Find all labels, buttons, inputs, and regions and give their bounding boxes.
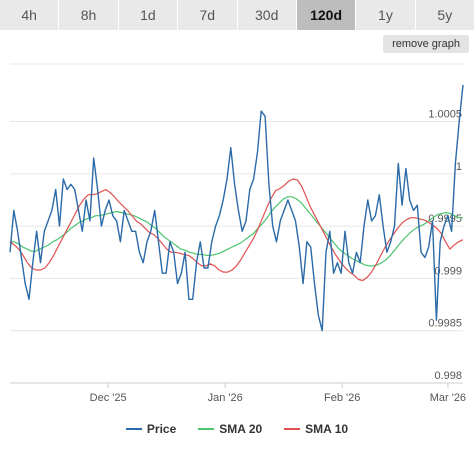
series-layer [9, 84, 464, 332]
timeframe-tabs: 4h 8h 1d 7d 30d 120d 1y 5y [0, 0, 474, 30]
legend-label-sma20: SMA 20 [219, 422, 263, 436]
y-tick-label: 1.0005 [428, 109, 462, 121]
legend-item-sma20[interactable]: SMA 20 [198, 420, 262, 438]
y-tick-label: 0.998 [434, 370, 462, 382]
series-line-price [9, 84, 464, 332]
legend-line-sma10-icon [284, 428, 301, 430]
legend-label-sma10: SMA 10 [305, 422, 349, 436]
tab-30d[interactable]: 30d [237, 0, 297, 30]
legend: Price SMA 20 SMA 10 [0, 420, 474, 438]
legend-item-sma10[interactable]: SMA 10 [284, 420, 348, 438]
price-chart: 0.998 0.9985 0.999 0.9995 1 1.0005 Dec '25 Jan… [9, 63, 466, 404]
legend-line-sma20-icon [198, 428, 215, 430]
series-line-sma20 [10, 196, 463, 267]
tab-1d[interactable]: 1d [118, 0, 179, 30]
y-tick-label: 0.9995 [428, 213, 462, 225]
tab-4h[interactable]: 4h [0, 0, 60, 30]
y-tick-label: 0.999 [434, 265, 462, 277]
tab-7d[interactable]: 7d [178, 0, 238, 30]
legend-line-price-icon [125, 428, 142, 430]
x-tick-label: Feb '26 [324, 392, 360, 404]
legend-item-price[interactable]: Price [125, 420, 177, 438]
y-tick-label: 0.9985 [428, 318, 462, 330]
tab-120d[interactable]: 120d [296, 0, 357, 30]
y-tick-label: 1 [456, 161, 462, 173]
series-line-sma10 [9, 178, 464, 282]
x-tick-label: Jan '26 [208, 392, 243, 404]
x-tick-label: Mar '26 [430, 392, 466, 404]
remove-graph-button[interactable]: remove graph [383, 35, 469, 53]
tab-1y[interactable]: 1y [356, 0, 416, 30]
tab-5y[interactable]: 5y [415, 0, 474, 30]
x-axis: Dec '25 Jan '26 Feb '26 Mar '26 [10, 382, 466, 404]
tab-8h[interactable]: 8h [59, 0, 119, 30]
x-tick-label: Dec '25 [90, 392, 127, 404]
legend-label-price: Price [146, 422, 177, 436]
